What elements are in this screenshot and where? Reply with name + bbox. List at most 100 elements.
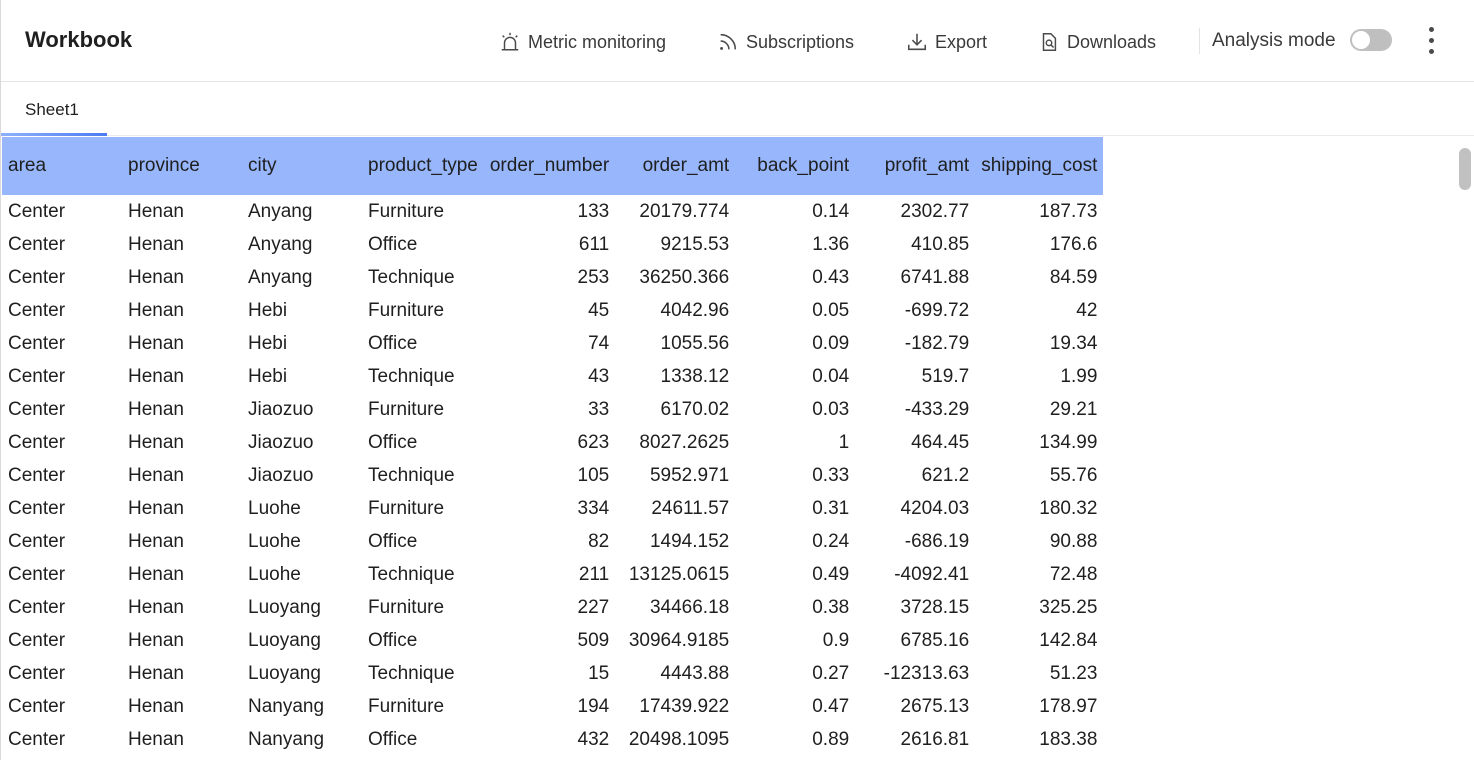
table-cell-profit-amt[interactable]: 519.7 — [921, 365, 970, 387]
table-cell-province[interactable]: Henan — [128, 431, 184, 453]
table-row[interactable]: Center Henan Hebi Furniture 45 4042.96 0.05 -69… — [2, 294, 1103, 327]
table-row[interactable]: Center Henan Luoyang Furniture 227 34466.18 0.… — [2, 591, 1103, 624]
table-cell-profit-amt[interactable]: -4092.41 — [894, 563, 970, 585]
table-cell-city[interactable]: Nanyang — [248, 728, 325, 750]
table-cell-province[interactable]: Henan — [128, 233, 184, 255]
table-cell-profit-amt[interactable]: 621.2 — [921, 464, 970, 486]
table-cell-back-point[interactable]: 0.47 — [812, 695, 850, 717]
table-cell-city[interactable]: Luoyang — [248, 662, 321, 684]
table-cell-province[interactable]: Henan — [128, 695, 184, 717]
column-header[interactable]: shipping_cost — [975, 137, 1104, 195]
table-cell-order-number[interactable]: 194 — [577, 695, 610, 717]
table-cell-area[interactable]: Center — [8, 233, 66, 255]
table-cell-area[interactable]: Center — [8, 398, 66, 420]
table-row[interactable]: Center Henan Jiaozuo Office 623 8027.2625 1 464… — [2, 426, 1103, 459]
table-cell-province[interactable]: Henan — [128, 299, 184, 321]
column-header[interactable]: area — [2, 137, 122, 195]
table-cell-product-type[interactable]: Furniture — [368, 398, 445, 420]
table-cell-order-number[interactable]: 105 — [577, 464, 610, 486]
table-cell-city[interactable]: Anyang — [248, 233, 313, 255]
table-cell-order-amt[interactable]: 6170.02 — [660, 398, 730, 420]
table-cell-product-type[interactable]: Technique — [368, 464, 455, 486]
table-cell-province[interactable]: Henan — [128, 365, 184, 387]
table-cell-province[interactable]: Henan — [128, 728, 184, 750]
table-cell-order-amt[interactable]: 1338.12 — [660, 365, 730, 387]
table-cell-order-amt[interactable]: 1494.152 — [649, 530, 730, 552]
table-row[interactable]: Center Henan Anyang Furniture 133 20179.774 0.… — [2, 195, 1103, 228]
table-cell-order-amt[interactable]: 4443.88 — [660, 662, 730, 684]
table-cell-shipping-cost[interactable]: 72.48 — [1049, 563, 1098, 585]
table-cell-province[interactable]: Henan — [128, 464, 184, 486]
column-header[interactable]: province — [122, 137, 242, 195]
table-cell-area[interactable]: Center — [8, 728, 66, 750]
table-cell-shipping-cost[interactable]: 51.23 — [1049, 662, 1098, 684]
table-cell-product-type[interactable]: Furniture — [368, 200, 445, 222]
column-header[interactable]: profit_amt — [855, 137, 976, 195]
table-cell-product-type[interactable]: Office — [368, 431, 418, 453]
vertical-scrollbar-thumb[interactable] — [1459, 148, 1471, 190]
table-cell-profit-amt[interactable]: 2302.77 — [900, 200, 970, 222]
table-cell-shipping-cost[interactable]: 55.76 — [1049, 464, 1098, 486]
table-cell-province[interactable]: Henan — [128, 266, 184, 288]
table-cell-product-type[interactable]: Furniture — [368, 695, 445, 717]
table-cell-city[interactable]: Jiaozuo — [248, 464, 314, 486]
table-row[interactable]: Center Henan Anyang Office 611 9215.53 1.36 410… — [2, 228, 1103, 261]
table-row[interactable]: Center Henan Luoyang Technique 15 4443.88 0.27… — [2, 657, 1103, 690]
table-row[interactable]: Center Henan Nanyang Office 432 20498.1095 0.8… — [2, 723, 1103, 756]
table-cell-profit-amt[interactable]: -686.19 — [904, 530, 970, 552]
table-cell-profit-amt[interactable]: 2675.13 — [900, 695, 970, 717]
table-cell-product-type[interactable]: Office — [368, 332, 418, 354]
table-cell-order-number[interactable]: 611 — [578, 233, 610, 255]
table-cell-city[interactable]: Hebi — [248, 332, 288, 354]
column-header[interactable]: back_point — [735, 137, 856, 195]
table-cell-product-type[interactable]: Furniture — [368, 299, 445, 321]
table-cell-order-amt[interactable]: 34466.18 — [649, 596, 730, 618]
table-cell-order-amt[interactable]: 13125.0615 — [628, 563, 730, 585]
table-cell-shipping-cost[interactable]: 178.97 — [1039, 695, 1098, 717]
table-cell-area[interactable]: Center — [8, 200, 66, 222]
table-cell-city[interactable]: Anyang — [248, 200, 313, 222]
table-cell-back-point[interactable]: 0.03 — [812, 398, 850, 420]
table-cell-shipping-cost[interactable]: 19.34 — [1049, 332, 1098, 354]
table-row[interactable]: Center Henan Luohe Office 82 1494.152 0.24 -686… — [2, 525, 1103, 558]
table-cell-area[interactable]: Center — [8, 266, 66, 288]
table-cell-city[interactable]: Luoyang — [248, 629, 321, 651]
table-cell-area[interactable]: Center — [8, 464, 66, 486]
table-cell-area[interactable]: Center — [8, 662, 66, 684]
table-cell-back-point[interactable]: 0.43 — [812, 266, 850, 288]
table-row[interactable]: Center Henan Jiaozuo Technique 105 5952.971 0.… — [2, 459, 1103, 492]
table-cell-back-point[interactable]: 0.89 — [812, 728, 850, 750]
table-cell-area[interactable]: Center — [8, 431, 66, 453]
table-cell-city[interactable]: Jiaozuo — [248, 431, 314, 453]
table-cell-back-point[interactable]: 0.04 — [812, 365, 850, 387]
metric-monitoring-button[interactable]: Metric monitoring — [499, 28, 666, 56]
table-cell-order-number[interactable]: 15 — [588, 662, 610, 684]
analysis-mode-toggle[interactable] — [1350, 29, 1392, 51]
table-cell-profit-amt[interactable]: 410.85 — [911, 233, 970, 255]
table-cell-order-number[interactable]: 82 — [588, 530, 610, 552]
table-cell-product-type[interactable]: Office — [368, 233, 418, 255]
table-cell-province[interactable]: Henan — [128, 200, 184, 222]
export-button[interactable]: Export — [906, 28, 987, 56]
table-cell-back-point[interactable]: 1.36 — [812, 233, 850, 255]
table-cell-profit-amt[interactable]: 6741.88 — [900, 266, 970, 288]
table-cell-area[interactable]: Center — [8, 530, 66, 552]
table-cell-area[interactable]: Center — [8, 497, 66, 519]
table-cell-order-amt[interactable]: 4042.96 — [660, 299, 730, 321]
table-cell-shipping-cost[interactable]: 84.59 — [1049, 266, 1098, 288]
table-cell-area[interactable]: Center — [8, 365, 66, 387]
table-cell-product-type[interactable]: Technique — [368, 662, 455, 684]
table-cell-city[interactable]: Nanyang — [248, 695, 325, 717]
table-cell-province[interactable]: Henan — [128, 497, 184, 519]
table-cell-product-type[interactable]: Furniture — [368, 497, 445, 519]
table-cell-city[interactable]: Jiaozuo — [248, 398, 314, 420]
table-cell-order-number[interactable]: 74 — [588, 332, 610, 354]
table-cell-order-number[interactable]: 509 — [577, 629, 610, 651]
table-cell-profit-amt[interactable]: 464.45 — [911, 431, 970, 453]
table-cell-order-number[interactable]: 43 — [588, 365, 610, 387]
table-cell-order-amt[interactable]: 20179.774 — [639, 200, 730, 222]
table-cell-province[interactable]: Henan — [128, 629, 184, 651]
table-cell-back-point[interactable]: 0.27 — [812, 662, 850, 684]
table-cell-product-type[interactable]: Technique — [368, 563, 455, 585]
table-cell-profit-amt[interactable]: 6785.16 — [900, 629, 970, 651]
